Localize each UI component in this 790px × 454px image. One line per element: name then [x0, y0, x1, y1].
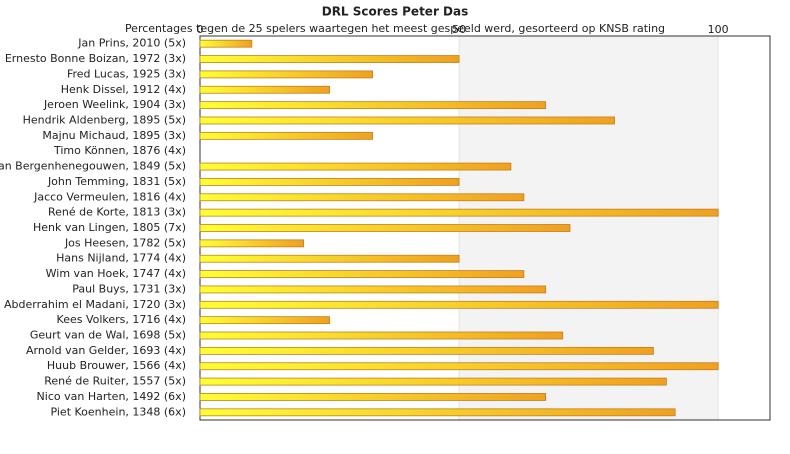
bar — [199, 300, 719, 309]
y-tick-label: René de Korte, 1813 (3x) — [48, 206, 186, 219]
y-tick-label: Jacco Vermeulen, 1816 (4x) — [33, 190, 186, 203]
y-tick-label: van Bergenhenegouwen, 1849 (5x) — [0, 160, 186, 173]
y-tick-label: Jeroen Weelink, 1904 (3x) — [43, 98, 186, 111]
y-tick-label: René de Ruiter, 1557 (5x) — [44, 375, 186, 388]
bar — [199, 101, 547, 110]
y-tick-label: Paul Buys, 1731 (3x) — [72, 282, 186, 295]
bar — [199, 254, 460, 263]
y-tick-label: Huub Brouwer, 1566 (4x) — [47, 359, 186, 372]
bar — [199, 116, 615, 125]
bar — [199, 239, 305, 248]
y-tick-label: Henk van Lingen, 1805 (7x) — [33, 221, 186, 234]
chart-subtitle: Percentages tegen de 25 spelers waartege… — [125, 22, 665, 35]
bar — [199, 316, 330, 325]
bar — [199, 331, 564, 340]
bar — [199, 178, 460, 186]
bar — [199, 208, 719, 217]
y-tick-label: Ernesto Bonne Boizan, 1972 (3x) — [5, 52, 186, 65]
chart-title: DRL Scores Peter Das — [322, 5, 469, 19]
y-tick-label: Fred Lucas, 1925 (3x) — [67, 67, 186, 80]
bar — [199, 377, 667, 386]
bar — [199, 85, 330, 94]
bar — [199, 346, 654, 355]
y-tick-label: Henk Dissel, 1912 (4x) — [61, 83, 186, 96]
bar — [199, 362, 719, 371]
y-tick-label: Hans Nijland, 1774 (4x) — [56, 252, 186, 265]
bar — [199, 70, 373, 79]
y-tick-label: Piet Koenhein, 1348 (6x) — [50, 405, 186, 418]
y-tick-label: Jos Heesen, 1782 (5x) — [64, 236, 186, 249]
bar — [199, 39, 253, 48]
grid-band — [718, 36, 770, 420]
y-tick-label: Majnu Michaud, 1895 (3x) — [42, 129, 186, 142]
y-tick-label: Abderrahim el Madani, 1720 (3x) — [4, 298, 186, 311]
bar — [199, 285, 547, 294]
bar — [199, 131, 373, 140]
x-tick-label: 100 — [708, 23, 729, 36]
y-tick-label: Geurt van de Wal, 1698 (5x) — [30, 329, 186, 342]
y-tick-label: Nico van Harten, 1492 (6x) — [37, 390, 186, 403]
bar — [199, 270, 525, 278]
y-tick-label: Arnold van Gelder, 1693 (4x) — [26, 344, 186, 357]
bar — [199, 55, 460, 63]
bar — [199, 393, 547, 401]
y-tick-label: Jan Prins, 2010 (5x) — [77, 37, 186, 50]
y-tick-label: Hendrik Aldenberg, 1895 (5x) — [23, 113, 186, 126]
y-tick-label: Timo Können, 1876 (4x) — [53, 144, 186, 157]
bar — [199, 162, 512, 171]
x-tick-label: 50 — [452, 23, 466, 36]
bar — [199, 224, 571, 232]
y-tick-label: John Temming, 1831 (5x) — [47, 175, 186, 188]
x-tick-label: 0 — [197, 23, 204, 36]
y-tick-label: Kees Volkers, 1716 (4x) — [57, 313, 186, 326]
bar — [199, 193, 525, 202]
y-tick-label: Wim van Hoek, 1747 (4x) — [46, 267, 186, 280]
bar — [199, 408, 676, 417]
